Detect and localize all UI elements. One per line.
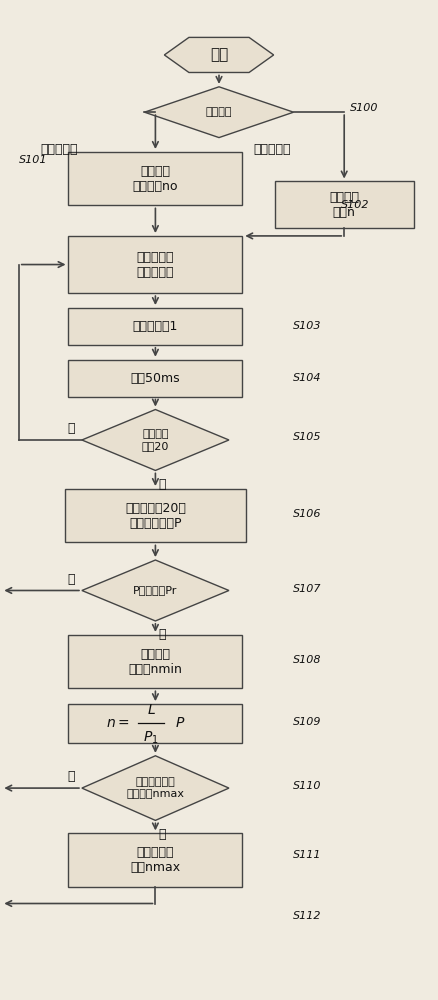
Text: S103: S103 <box>293 321 321 331</box>
Text: S107: S107 <box>293 584 321 594</box>
Text: 否: 否 <box>68 422 75 435</box>
FancyBboxPatch shape <box>68 360 242 397</box>
FancyBboxPatch shape <box>68 635 242 688</box>
Text: 是: 是 <box>158 828 166 841</box>
Text: S101: S101 <box>19 155 47 165</box>
Polygon shape <box>164 37 274 72</box>
Text: 电机设定转速
是否大于nmax: 电机设定转速 是否大于nmax <box>127 777 184 799</box>
Text: 否: 否 <box>68 770 75 783</box>
Text: $L$: $L$ <box>147 703 155 717</box>
FancyBboxPatch shape <box>65 489 246 542</box>
Text: S108: S108 <box>293 655 321 665</box>
Text: 延时50ms: 延时50ms <box>131 372 180 385</box>
Text: S112: S112 <box>293 911 321 921</box>
Text: 监测油泵压
力，并存储: 监测油泵压 力，并存储 <box>137 251 174 279</box>
Text: S109: S109 <box>293 717 321 727</box>
Text: P是否大于Pr: P是否大于Pr <box>133 585 177 595</box>
Text: $n=$: $n=$ <box>106 716 129 730</box>
Text: 设定电机
初始转速no: 设定电机 初始转速no <box>133 165 178 193</box>
FancyBboxPatch shape <box>68 308 242 345</box>
Text: 是: 是 <box>158 478 166 491</box>
Polygon shape <box>145 87 293 138</box>
Text: 是: 是 <box>158 628 166 641</box>
FancyBboxPatch shape <box>68 236 242 293</box>
Polygon shape <box>82 560 229 621</box>
Text: 设定电机
转速为nmin: 设定电机 转速为nmin <box>128 648 182 676</box>
Polygon shape <box>82 756 229 820</box>
FancyBboxPatch shape <box>275 181 414 228</box>
Text: S102: S102 <box>341 200 369 210</box>
Text: 设定电机
转速n: 设定电机 转速n <box>329 191 359 219</box>
Text: S105: S105 <box>293 432 321 442</box>
FancyBboxPatch shape <box>68 152 242 205</box>
Text: 开始: 开始 <box>210 47 228 62</box>
Text: 计算油泵前20次
的压力平均值P: 计算油泵前20次 的压力平均值P <box>125 502 186 530</box>
Text: S110: S110 <box>293 781 321 791</box>
Text: 次数是否
大于20: 次数是否 大于20 <box>142 429 169 451</box>
Text: $P$: $P$ <box>175 716 185 730</box>
Text: S100: S100 <box>350 103 378 113</box>
Text: 恒功率模式: 恒功率模式 <box>41 143 78 156</box>
Text: 设定电机转
速为nmax: 设定电机转 速为nmax <box>131 846 180 874</box>
Text: 否: 否 <box>68 573 75 586</box>
Text: 恒转速模式: 恒转速模式 <box>254 143 291 156</box>
Text: S111: S111 <box>293 850 321 860</box>
FancyBboxPatch shape <box>68 833 242 887</box>
Text: 模式选择: 模式选择 <box>206 107 232 117</box>
Text: 采样次数加1: 采样次数加1 <box>133 320 178 333</box>
Text: $P_1$: $P_1$ <box>143 730 159 746</box>
Polygon shape <box>82 410 229 470</box>
Text: S106: S106 <box>293 509 321 519</box>
FancyBboxPatch shape <box>68 704 242 743</box>
Text: S104: S104 <box>293 373 321 383</box>
